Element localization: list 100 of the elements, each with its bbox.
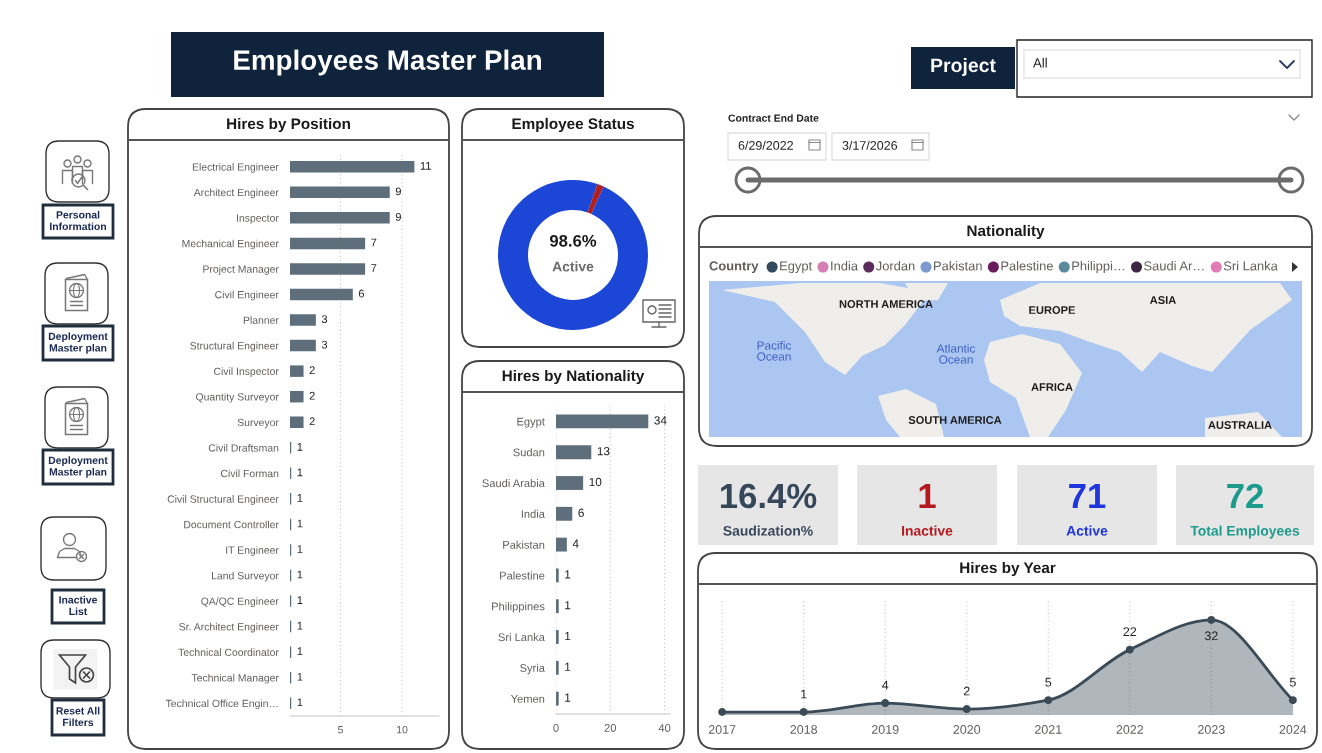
data-label: 9	[395, 187, 401, 196]
y-tick-label: Electrical Engineer	[192, 163, 279, 173]
data-label: 1	[297, 570, 303, 579]
legend-title: Country	[709, 261, 759, 274]
y-tick-label: Quantity Surveyor	[196, 392, 279, 403]
text: 6/29/2022	[738, 140, 793, 150]
data-label: 1	[565, 662, 571, 671]
text: Deployment Master plan	[48, 332, 108, 354]
category-label: Pakistan	[934, 260, 982, 271]
y-tick-label: Structural Engineer	[190, 341, 279, 352]
data-label: 2	[309, 417, 315, 426]
bar	[556, 568, 559, 583]
category-label: Saudi Ar…	[1144, 260, 1204, 271]
text: Contract End Date	[728, 114, 819, 122]
slice-label: Active	[552, 261, 594, 272]
data-label: 3	[321, 315, 328, 324]
data-label: 2	[309, 366, 315, 375]
y-tick-label: Saudi Arabia	[482, 478, 545, 488]
bar	[556, 445, 592, 460]
text: All	[1033, 57, 1047, 68]
point	[799, 708, 808, 717]
data-label: 1	[565, 693, 571, 702]
chart-title: Hires by Year	[960, 561, 1056, 577]
data-label: 5	[1045, 677, 1052, 687]
y-tick-label: Egypt	[517, 417, 545, 428]
bar	[556, 537, 567, 552]
y-tick-label: Sri Lanka	[498, 632, 545, 642]
data-label: 7	[371, 264, 377, 272]
text: Deployment Master plan	[48, 456, 108, 478]
data-label: 7	[371, 238, 377, 247]
data-label: 9	[395, 212, 401, 221]
y-tick-label: Civil Forman	[220, 469, 279, 478]
y-tick-label: QA/QC Engineer	[201, 597, 279, 607]
data-label: 1	[297, 672, 303, 681]
text: Inactive List	[59, 595, 98, 616]
category-label: Active	[1066, 525, 1108, 536]
text: Pacific Ocean	[757, 341, 792, 361]
text: Reset All Filters	[56, 706, 100, 727]
point	[1044, 696, 1053, 705]
data-label: 4	[882, 680, 889, 690]
y-tick-label: Sr. Architect Engineer	[179, 622, 279, 633]
y-tick-label: Civil Draftsman	[208, 444, 279, 452]
data-label: 98.6%	[549, 234, 597, 247]
bar	[556, 506, 573, 521]
chart-title: Employee Status	[512, 117, 634, 133]
data-label: 1	[297, 698, 303, 707]
point	[881, 699, 890, 708]
data-label: 1	[297, 647, 303, 656]
data-label: 1	[801, 689, 807, 699]
y-tick-label: Land Surveyor	[212, 571, 279, 582]
donut-slice	[587, 184, 604, 214]
text: AFRICA	[1031, 383, 1073, 391]
data-label: 2	[309, 391, 315, 400]
y-tick-label: Document Controller	[184, 520, 279, 529]
data-label: 72	[1227, 483, 1263, 508]
y-tick-label: Civil Engineer	[215, 290, 279, 301]
category-label: Total Employees	[1190, 525, 1300, 539]
data-label: 16.4%	[720, 483, 817, 509]
data-label: 1	[565, 570, 571, 579]
point	[1207, 615, 1216, 624]
y-tick-label: Planner	[243, 316, 279, 324]
y-tick-label: Inspector	[237, 214, 279, 224]
y-tick-label: Palestine	[500, 571, 545, 580]
category-label: Inactive	[902, 525, 953, 536]
bar	[556, 599, 559, 614]
point	[1125, 645, 1134, 654]
bar	[556, 476, 584, 490]
text: ASIA	[1150, 296, 1176, 304]
data-label: 6	[358, 289, 365, 298]
y-tick-label: IT Engineer	[226, 546, 279, 556]
x-tick-label: 10	[397, 726, 408, 734]
point	[718, 708, 727, 717]
donut-slice	[498, 180, 648, 330]
y-tick-label: India	[521, 509, 545, 518]
text: Nationality	[967, 224, 1045, 240]
chart-title: Hires by Nationality	[502, 369, 645, 385]
y-tick-label: Pakistan	[503, 540, 545, 549]
x-tick-label: 2021	[1034, 725, 1062, 734]
data-label: 6	[578, 508, 584, 517]
x-tick-label: 2023	[1198, 725, 1225, 734]
y-tick-label: Civil Inspector	[214, 367, 279, 378]
point	[1288, 696, 1297, 705]
category-label: Palestine	[1001, 260, 1053, 271]
data-label: 1	[297, 545, 303, 553]
x-tick-label: 2022	[1116, 725, 1144, 734]
data-label: 1	[565, 631, 571, 641]
x-tick-label: 2018	[790, 725, 818, 734]
y-tick-label: Syria	[520, 663, 545, 675]
y-tick-label: Architect Engineer	[193, 188, 279, 199]
y-tick-label: Yemen	[510, 694, 545, 703]
data-label: 1	[297, 494, 303, 502]
data-label: 22	[1123, 627, 1137, 636]
category-label: Philippi…	[1072, 260, 1125, 274]
text: SOUTH AMERICA	[908, 416, 1002, 424]
category-label: Jordan	[875, 260, 915, 271]
category-label: Sri Lanka	[1223, 260, 1278, 271]
data-label: 34	[654, 416, 667, 425]
data-label: 11	[420, 162, 431, 170]
data-label: 1	[297, 596, 303, 604]
text: Employees Master Plan	[234, 49, 541, 76]
